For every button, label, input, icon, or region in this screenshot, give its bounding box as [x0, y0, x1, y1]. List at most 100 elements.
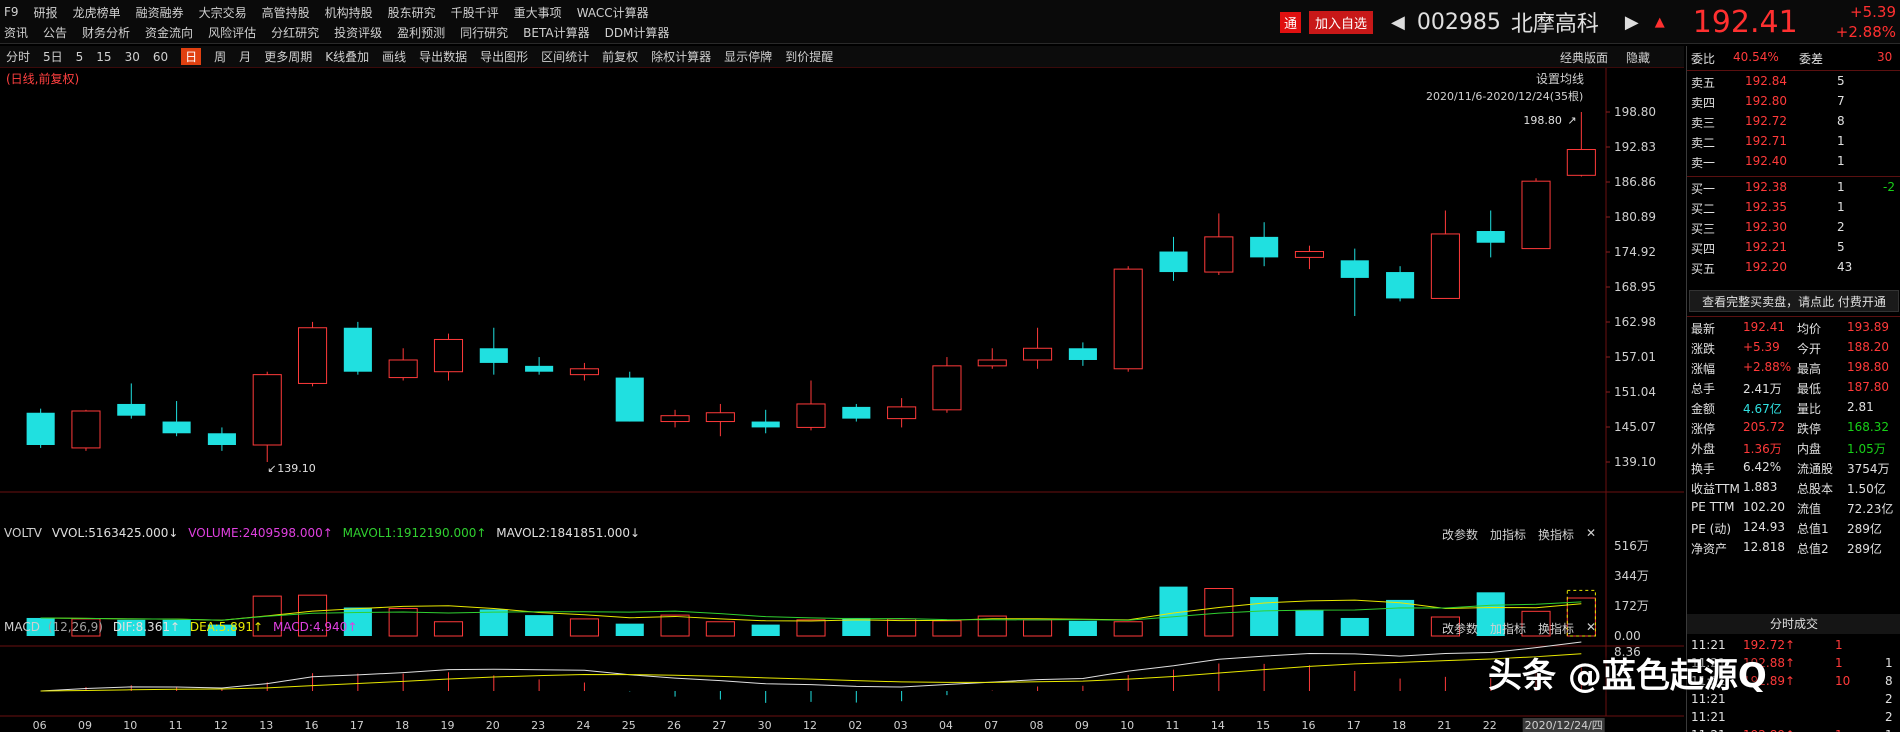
toolbar-item[interactable]: 导出数据 — [419, 50, 468, 64]
macd-switch-indicator-button[interactable]: 换指标 — [1538, 622, 1575, 636]
menu-item[interactable]: 机构持股 — [324, 5, 373, 20]
candle[interactable] — [207, 427, 236, 451]
menu-item[interactable]: 重大事项 — [513, 5, 562, 20]
candle[interactable] — [343, 321, 372, 375]
candle[interactable] — [1113, 266, 1143, 372]
candle[interactable] — [1476, 210, 1505, 258]
candle[interactable] — [388, 348, 418, 381]
menu-item[interactable]: 股东研究 — [387, 5, 436, 20]
candle[interactable] — [1204, 213, 1234, 275]
hide-button[interactable]: 隐藏 — [1626, 51, 1651, 65]
toolbar-item[interactable]: 30 — [124, 49, 140, 64]
toolbar-item[interactable]: 60 — [152, 49, 169, 64]
menu-item[interactable]: 风险评估 — [208, 25, 257, 40]
menu-item[interactable]: DDM计算器 — [604, 25, 670, 40]
menu-item[interactable]: 资金流向 — [145, 25, 194, 40]
tong-badge[interactable]: 通 — [1280, 11, 1302, 33]
candle[interactable] — [615, 371, 644, 422]
candle[interactable] — [479, 327, 508, 375]
ma-settings-button[interactable]: 设置均线 — [1536, 72, 1585, 86]
candle[interactable] — [525, 357, 554, 375]
menu-item[interactable]: BETA计算器 — [523, 25, 590, 40]
candle[interactable] — [569, 362, 599, 381]
menu-item[interactable]: 同行研究 — [460, 25, 509, 40]
menu-item[interactable]: 公告 — [43, 25, 68, 40]
date-label: 27 — [712, 719, 726, 732]
candle[interactable] — [1566, 112, 1596, 177]
menu-item[interactable]: 研报 — [33, 5, 58, 20]
candle[interactable] — [71, 409, 101, 451]
stat-label: 内盘 — [1797, 442, 1822, 456]
menu-item[interactable]: 高管持股 — [261, 5, 310, 20]
toolbar-item[interactable]: 15 — [96, 49, 112, 64]
menu-item[interactable]: WACC计算器 — [576, 5, 649, 20]
toolbar-item[interactable]: 区间统计 — [541, 50, 590, 64]
menu-item[interactable]: 盈利预测 — [397, 25, 446, 40]
candle[interactable] — [1430, 210, 1460, 299]
toolbar-item[interactable]: 5日 — [43, 50, 63, 64]
volume-edit-params-button[interactable]: 改参数 — [1442, 528, 1479, 542]
volume-add-indicator-button[interactable]: 加指标 — [1490, 528, 1527, 542]
menu-item[interactable]: F9 — [4, 5, 19, 19]
toolbar-item[interactable]: 到价提醒 — [785, 50, 834, 64]
candle[interactable] — [1294, 245, 1325, 270]
macd-edit-params-button[interactable]: 改参数 — [1442, 622, 1479, 636]
separator — [1687, 70, 1900, 71]
macd-add-indicator-button[interactable]: 加指标 — [1490, 622, 1527, 636]
toolbar-item[interactable]: 显示停牌 — [724, 50, 773, 64]
candle[interactable] — [1340, 248, 1369, 317]
candle[interactable] — [1386, 266, 1415, 302]
volume-close-icon[interactable]: ✕ — [1586, 526, 1597, 540]
toolbar-item[interactable]: 5 — [75, 49, 84, 64]
candle[interactable] — [297, 321, 328, 387]
toolbar-item[interactable]: 日 — [181, 48, 202, 65]
candle[interactable] — [162, 401, 191, 437]
stat-value: +5.39 — [1743, 340, 1780, 354]
candle[interactable] — [977, 348, 1007, 369]
date-label: 11 — [169, 719, 183, 732]
toolbar-item[interactable]: 周 — [214, 50, 227, 64]
volume-switch-indicator-button[interactable]: 换指标 — [1538, 528, 1575, 542]
candle[interactable] — [1159, 236, 1188, 281]
add-to-watchlist-button[interactable]: 加入自选 — [1309, 10, 1374, 34]
candle[interactable] — [842, 403, 871, 422]
toolbar-item[interactable]: 画线 — [382, 50, 407, 64]
menu-item[interactable]: 千股千评 — [450, 5, 499, 20]
candle[interactable] — [796, 380, 826, 431]
toolbar-item[interactable]: 前复权 — [602, 50, 639, 64]
candle[interactable] — [705, 403, 735, 437]
prev-stock-icon[interactable]: ◀ — [1391, 11, 1405, 33]
candle[interactable] — [887, 398, 917, 428]
candle[interactable] — [751, 409, 780, 434]
toolbar-item[interactable]: K线叠加 — [325, 50, 370, 64]
menu-item[interactable]: 融资融券 — [135, 5, 184, 20]
bid-volume: 1 — [1837, 200, 1845, 214]
toolbar-item[interactable]: 更多周期 — [264, 50, 313, 64]
candle[interactable] — [433, 333, 464, 381]
candle[interactable] — [932, 357, 962, 413]
macd-close-icon[interactable]: ✕ — [1586, 620, 1597, 634]
candle[interactable] — [1521, 178, 1551, 250]
candle[interactable] — [117, 383, 146, 419]
next-stock-icon[interactable]: ▶ — [1624, 11, 1639, 33]
stat-value: 3754万 — [1847, 462, 1890, 476]
classic-layout-button[interactable]: 经典版面 — [1560, 51, 1609, 65]
toolbar-item[interactable]: 月 — [239, 50, 252, 64]
menu-item[interactable]: 投资评级 — [334, 25, 383, 40]
menu-item[interactable]: 大宗交易 — [198, 5, 247, 20]
candle[interactable] — [1068, 342, 1097, 366]
candle[interactable] — [660, 409, 690, 428]
menu-item[interactable]: 分红研究 — [271, 25, 320, 40]
candle[interactable] — [1250, 222, 1279, 267]
toolbar-item[interactable]: 除权计算器 — [651, 50, 712, 64]
view-full-depth-button[interactable]: 查看完整买卖盘，请点此 付费开通 — [1689, 290, 1899, 312]
candle[interactable] — [26, 408, 55, 448]
candle[interactable] — [252, 371, 282, 462]
menu-item[interactable]: 资讯 — [4, 25, 29, 40]
toolbar-item[interactable]: 分时 — [6, 50, 31, 64]
kline-chart[interactable]: 198.80 192.83 186.86 180.89 174.92 168.95 162.… — [0, 68, 1684, 732]
candle[interactable] — [1023, 327, 1053, 369]
menu-item[interactable]: 龙虎榜单 — [72, 5, 121, 20]
toolbar-item[interactable]: 导出图形 — [480, 50, 529, 64]
menu-item[interactable]: 财务分析 — [82, 25, 131, 40]
